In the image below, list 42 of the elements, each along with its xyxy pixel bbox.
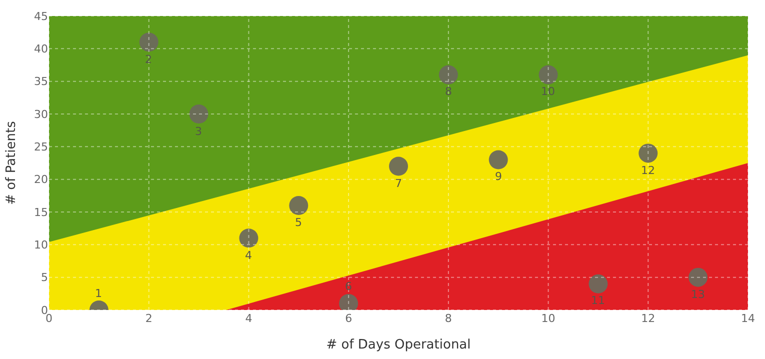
y-tick-label: 35 — [34, 75, 48, 88]
annotation: 5 — [295, 216, 302, 229]
annotation: 7 — [395, 177, 402, 190]
annotation: 10 — [541, 85, 555, 98]
point — [538, 65, 558, 84]
x-tick-label: 6 — [345, 312, 352, 325]
y-tick-label: 15 — [34, 206, 48, 219]
annotation: 3 — [195, 125, 202, 138]
annotation: 6 — [345, 280, 352, 293]
annotation: 13 — [691, 288, 705, 301]
point — [239, 228, 258, 248]
y-tick-label: 20 — [34, 173, 48, 186]
point — [389, 156, 408, 176]
annotation: 9 — [495, 170, 502, 183]
annotation: 11 — [591, 294, 605, 307]
y-tick-label: 45 — [34, 10, 48, 23]
annotation: 8 — [445, 85, 452, 98]
y-tick-label: 40 — [34, 42, 48, 56]
x-axis-title: # of Days Operational — [326, 338, 471, 353]
annotation: 1 — [95, 287, 102, 300]
annotation: 4 — [245, 249, 252, 262]
x-tick-label: 10 — [541, 312, 556, 325]
point — [688, 268, 708, 287]
y-tick-label: 25 — [34, 140, 48, 154]
point — [289, 196, 308, 215]
y-tick-label: 30 — [34, 108, 48, 121]
y-tick-label: 10 — [34, 238, 48, 252]
x-tick-label: 12 — [641, 312, 656, 325]
y-tick-label: 5 — [41, 271, 48, 284]
x-tick-label: 2 — [145, 312, 152, 325]
point — [189, 104, 208, 124]
x-tick-label: 8 — [444, 312, 452, 325]
point — [139, 32, 158, 52]
point — [438, 65, 458, 84]
y-axis-title: # of Patients — [4, 120, 19, 205]
point — [638, 144, 658, 163]
point — [488, 150, 508, 170]
x-tick-label: 4 — [245, 312, 252, 325]
annotation: 12 — [641, 164, 655, 177]
x-tick-label: 14 — [741, 312, 755, 325]
annotation: 2 — [145, 53, 152, 66]
point — [588, 274, 608, 294]
